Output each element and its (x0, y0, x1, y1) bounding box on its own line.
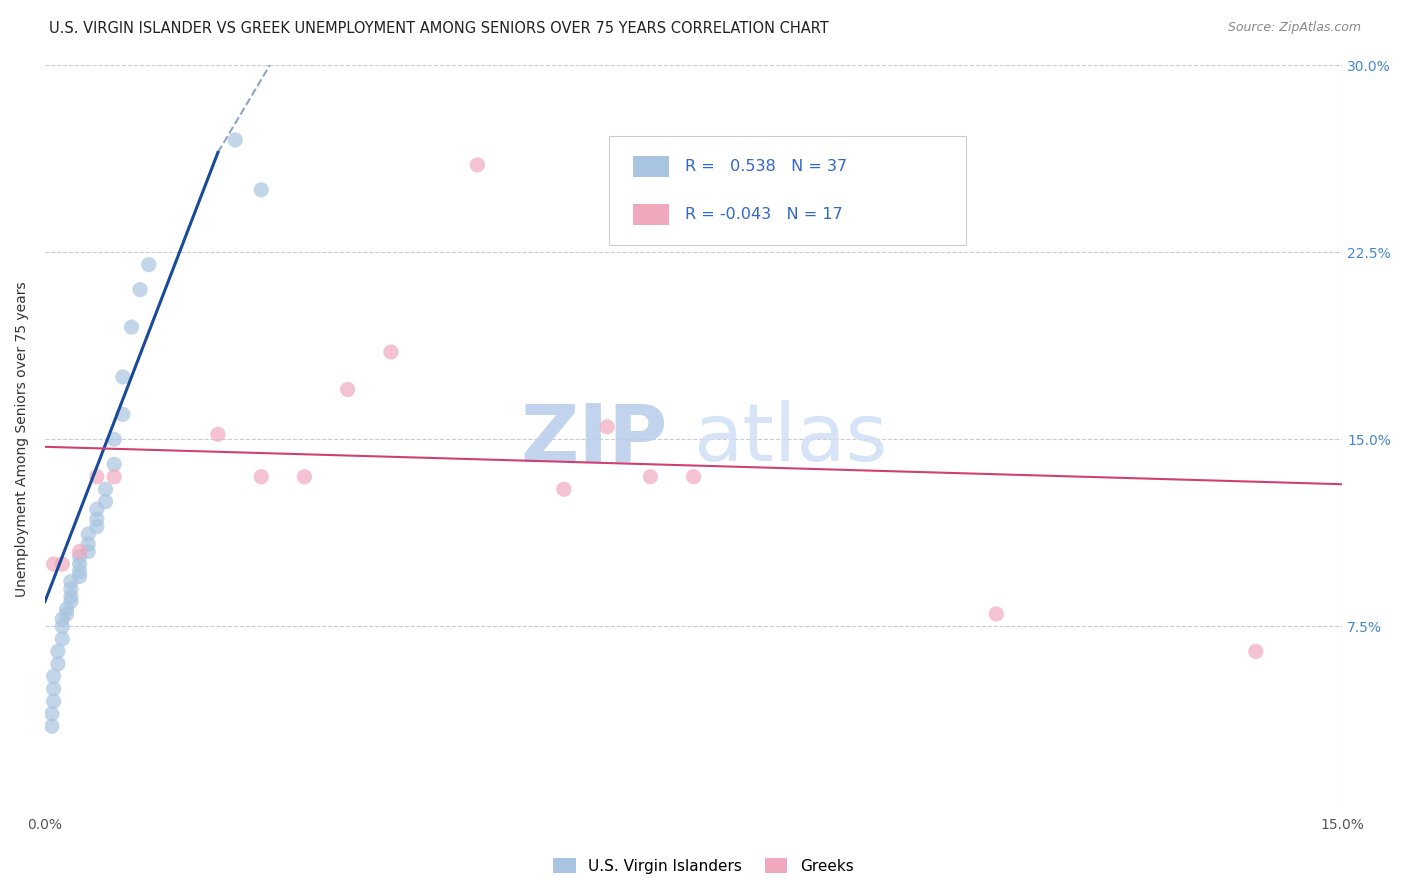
Point (986, 607, 1008, 621)
Point (640, 469, 662, 483)
Point (86, 519, 108, 533)
Point (103, 469, 125, 483)
Point (103, 457, 125, 471)
Point (46, 644, 69, 658)
Text: U.S. VIRGIN ISLANDER VS GREEK UNEMPLOYMENT AMONG SENIORS OVER 75 YEARS CORRELATI: U.S. VIRGIN ISLANDER VS GREEK UNEMPLOYME… (49, 21, 830, 36)
Point (86, 502, 108, 516)
Point (86, 512, 108, 526)
Point (111, 408, 134, 422)
Point (69, 569, 91, 583)
Y-axis label: Unemployment Among Seniors over 75 years: Unemployment Among Seniors over 75 years (15, 282, 30, 597)
Point (59, 574, 82, 589)
Point (129, 283, 152, 297)
Point (682, 469, 704, 483)
Point (596, 420, 619, 434)
Point (380, 345, 402, 359)
Text: Source: ZipAtlas.com: Source: ZipAtlas.com (1227, 21, 1361, 34)
Point (77, 537, 100, 551)
Point (51, 557, 73, 571)
Point (59, 582, 82, 596)
FancyBboxPatch shape (633, 204, 669, 225)
Point (69, 565, 91, 579)
Text: R =   0.538   N = 37: R = 0.538 N = 37 (685, 159, 846, 174)
Point (467, 158, 489, 172)
Legend: U.S. Virgin Islanders, Greeks: U.S. Virgin Islanders, Greeks (547, 852, 859, 880)
Point (250, 469, 273, 483)
Point (1244, 644, 1267, 658)
Point (55, 602, 77, 616)
Point (55, 607, 77, 621)
Point (51, 619, 73, 633)
Point (336, 383, 359, 397)
Point (250, 183, 273, 197)
Point (46, 657, 69, 671)
Text: atlas: atlas (693, 401, 889, 478)
Point (207, 427, 229, 442)
Point (553, 482, 575, 496)
Point (42, 557, 65, 571)
Point (59, 590, 82, 604)
Text: R = -0.043   N = 17: R = -0.043 N = 17 (685, 207, 842, 222)
Text: ZIP: ZIP (520, 401, 668, 478)
Point (41, 719, 63, 733)
Point (77, 544, 100, 558)
Point (41, 706, 63, 721)
Point (94, 494, 117, 508)
Point (224, 133, 246, 147)
FancyBboxPatch shape (609, 136, 966, 244)
Point (42, 681, 65, 696)
Point (94, 482, 117, 496)
Point (103, 433, 125, 447)
Point (86, 469, 108, 483)
Point (51, 612, 73, 626)
Point (42, 669, 65, 683)
Point (294, 469, 316, 483)
Point (69, 549, 91, 564)
FancyBboxPatch shape (633, 156, 669, 178)
Point (111, 370, 134, 384)
Point (59, 594, 82, 608)
Point (42, 694, 65, 708)
Point (51, 632, 73, 646)
Point (138, 258, 160, 272)
Point (69, 557, 91, 571)
Point (120, 320, 142, 334)
Point (69, 544, 91, 558)
Point (77, 527, 100, 541)
